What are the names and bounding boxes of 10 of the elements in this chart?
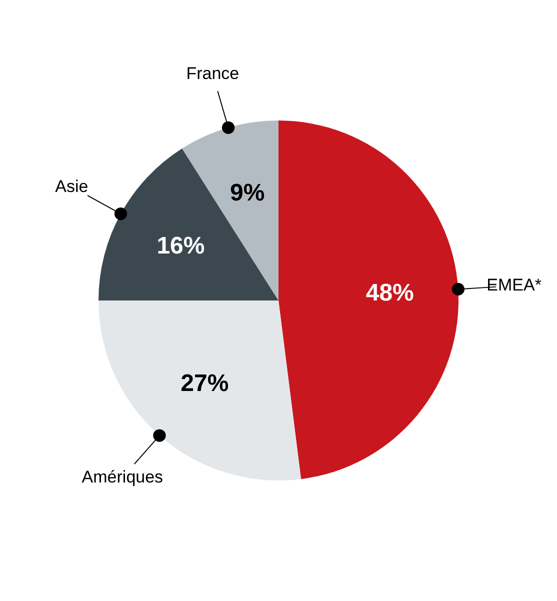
data-label: 27%: [180, 370, 229, 398]
slice-label: Amériques: [82, 468, 164, 487]
data-label: 48%: [366, 279, 414, 306]
slice-label: Asie: [55, 176, 88, 196]
data-label: 16%: [156, 232, 205, 260]
pie-slice: [98, 148, 278, 300]
pie-slice: [278, 120, 458, 480]
data-label: 9%: [230, 179, 265, 206]
slice-label: EMEA*: [486, 276, 542, 295]
slice-label: France: [186, 64, 240, 83]
